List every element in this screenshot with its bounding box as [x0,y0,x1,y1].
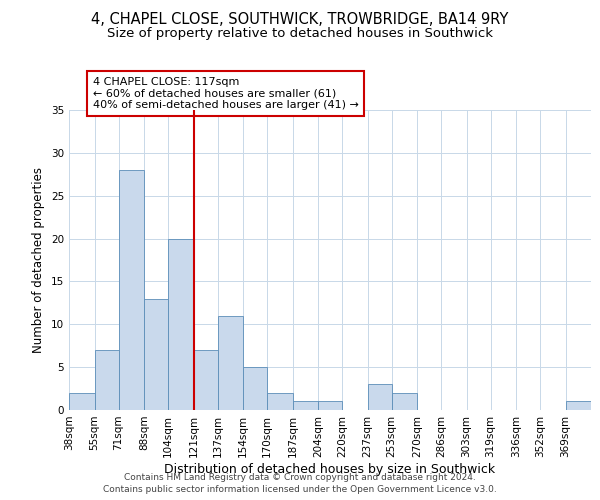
X-axis label: Distribution of detached houses by size in Southwick: Distribution of detached houses by size … [164,462,496,475]
Bar [267,393,293,410]
Text: 4, CHAPEL CLOSE, SOUTHWICK, TROWBRIDGE, BA14 9RY: 4, CHAPEL CLOSE, SOUTHWICK, TROWBRIDGE, … [91,12,509,28]
Bar [69,393,95,410]
Y-axis label: Number of detached properties: Number of detached properties [32,167,46,353]
Bar [193,350,218,410]
Bar [119,170,144,410]
Bar [566,402,591,410]
Text: Contains public sector information licensed under the Open Government Licence v3: Contains public sector information licen… [103,485,497,494]
Text: Contains HM Land Registry data © Crown copyright and database right 2024.: Contains HM Land Registry data © Crown c… [124,472,476,482]
Bar [168,238,193,410]
Bar [318,402,342,410]
Bar [293,402,318,410]
Bar [243,367,267,410]
Text: Size of property relative to detached houses in Southwick: Size of property relative to detached ho… [107,28,493,40]
Bar [392,393,417,410]
Bar [218,316,243,410]
Bar [367,384,392,410]
Bar [95,350,119,410]
Bar [144,298,168,410]
Text: 4 CHAPEL CLOSE: 117sqm
← 60% of detached houses are smaller (61)
40% of semi-det: 4 CHAPEL CLOSE: 117sqm ← 60% of detached… [92,77,359,110]
